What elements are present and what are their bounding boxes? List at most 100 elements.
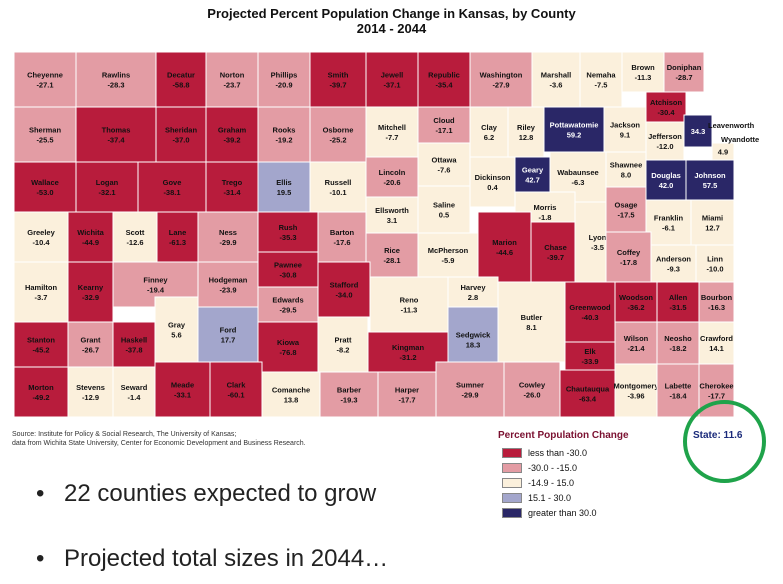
county-name: Miami — [702, 214, 723, 223]
county-value: -63.4 — [579, 395, 597, 404]
county-value: 8.1 — [526, 323, 536, 332]
county-name: Osage — [615, 201, 638, 210]
county-clark: Clark-60.1 — [209, 361, 263, 418]
county-name: Wichita — [77, 228, 104, 237]
county-name: Lyon — [589, 233, 607, 242]
source-line-2: data from Wichita State University, Cent… — [12, 440, 306, 447]
bullet-text: 22 counties expected to grow — [64, 480, 377, 507]
county-seward: Seward-1.4 — [112, 366, 156, 418]
county-fill — [477, 211, 532, 283]
county-name: Coffey — [617, 248, 641, 257]
county-rooks: Rooks-19.2 — [257, 106, 311, 163]
county-value: -10.1 — [329, 188, 346, 197]
county-name: Hodgeman — [209, 276, 248, 285]
county-name: Ottawa — [431, 156, 457, 165]
county-value: -28.7 — [675, 73, 692, 82]
county-bourbon: Bourbon-16.3 — [698, 281, 735, 323]
county-fill — [112, 321, 156, 368]
county-value: -44.9 — [82, 238, 99, 247]
county-fill — [685, 159, 735, 201]
county-name: Clay — [481, 123, 498, 132]
county-name: Ford — [220, 326, 237, 335]
state-highlight-circle — [683, 400, 766, 483]
county-name: Decatur — [167, 71, 195, 80]
county-mitchell: Mitchell-7.7 — [365, 106, 419, 158]
county-name: McPherson — [428, 246, 469, 255]
county-fill — [365, 51, 419, 108]
county-value: -1.8 — [539, 213, 552, 222]
county-graham: Graham-39.2 — [205, 106, 259, 163]
county-name: Doniphan — [667, 63, 702, 72]
county-ness: Ness-29.9 — [197, 211, 259, 263]
county-brown: Brown-11.3 — [621, 51, 665, 93]
county-value: -30.4 — [657, 108, 675, 117]
county-value: -16.3 — [708, 303, 725, 312]
county-haskell: Haskell-37.8 — [112, 321, 156, 368]
county-value: -37.4 — [107, 136, 125, 145]
county-value: -29.9 — [461, 391, 478, 400]
county-fill — [13, 321, 69, 368]
county-fill — [154, 361, 211, 418]
county-doniphan: Doniphan-28.7 — [663, 51, 705, 93]
county-jefferson: Jefferson-12.0 — [645, 121, 685, 161]
county-fill — [67, 261, 114, 323]
county-value: 57.5 — [703, 181, 718, 190]
county-name: Ellsworth — [375, 206, 409, 215]
county-hamilton: Hamilton-3.7 — [13, 261, 69, 323]
county-value: -17.1 — [435, 126, 452, 135]
county-wichita: Wichita-44.9 — [67, 211, 114, 263]
county-wyandotte: 4.9 — [711, 142, 735, 161]
county-neosho: Neosho-18.2 — [656, 321, 700, 365]
county-name: Seward — [121, 383, 148, 392]
county-value: -44.6 — [496, 248, 513, 257]
county-value: -7.6 — [438, 166, 451, 175]
legend-label: 15.1 - 30.0 — [528, 492, 572, 503]
county-fill — [67, 366, 114, 418]
county-name: Shawnee — [610, 161, 643, 170]
county-name: Sherman — [29, 126, 62, 135]
county-value: -37.0 — [172, 136, 189, 145]
legend-label: -14.9 - 15.0 — [528, 477, 575, 488]
county-sherman: Sherman-25.5 — [13, 106, 77, 163]
county-fill — [579, 51, 623, 108]
county-russell: Russell-10.1 — [309, 161, 367, 213]
county-value: -19.2 — [275, 136, 292, 145]
county-fill — [13, 211, 69, 263]
county-name: Jackson — [610, 121, 640, 130]
legend-item: greater than 30.0 — [502, 505, 658, 520]
map-title: Projected Percent Population Change in K… — [207, 6, 576, 21]
county-value: 42.0 — [659, 181, 674, 190]
county-fill — [13, 106, 77, 163]
state-total-label: State: 11.6 — [693, 430, 743, 441]
county-fill — [319, 371, 379, 418]
county-name: Pawnee — [274, 261, 302, 270]
county-value: -25.2 — [329, 136, 346, 145]
county-value: -35.3 — [279, 233, 296, 242]
county-value: -37.1 — [383, 81, 400, 90]
county-fill — [257, 321, 319, 373]
county-fill — [155, 106, 207, 163]
source-note: Source: Institute for Policy & Social Re… — [12, 430, 306, 448]
county-value: -61.3 — [169, 238, 186, 247]
county-value: -23.9 — [219, 286, 236, 295]
county-fill — [257, 106, 311, 163]
county-fill — [317, 211, 367, 263]
county-fill — [13, 366, 69, 418]
county-fill — [75, 106, 157, 163]
county-fill — [365, 156, 419, 198]
county-fill — [645, 159, 687, 201]
county-fill — [317, 261, 371, 318]
county-stanton: Stanton-45.2 — [13, 321, 69, 368]
county-value: -1.4 — [128, 393, 142, 402]
county-name: Neosho — [664, 334, 692, 343]
county-name: Labette — [665, 382, 692, 391]
county-value: 2.8 — [468, 293, 478, 302]
county-value: -12.0 — [656, 142, 673, 151]
county-value: -28.3 — [107, 81, 124, 90]
county-value: -60.1 — [227, 391, 244, 400]
county-fill — [369, 276, 449, 333]
